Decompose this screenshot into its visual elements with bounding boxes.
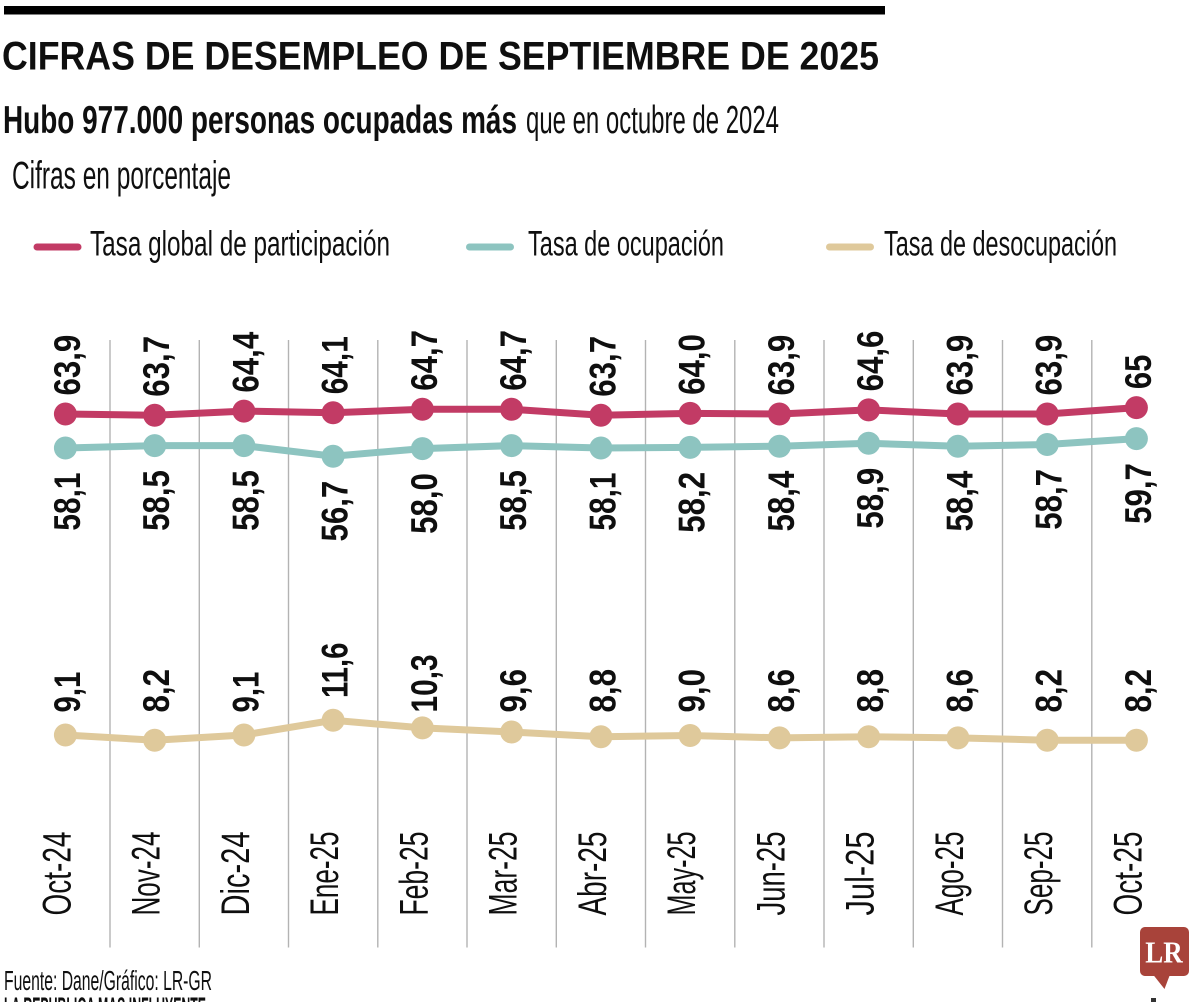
svg-text:58,0: 58,0 — [404, 473, 445, 534]
svg-text:Hubo 977.000 personas ocupadas: Hubo 977.000 personas ocupadas más — [3, 99, 517, 142]
svg-text:64,7: 64,7 — [404, 330, 445, 391]
svg-text:Abr-25: Abr-25 — [571, 832, 615, 916]
svg-text:63,7: 63,7 — [136, 336, 177, 397]
svg-text:64,0: 64,0 — [672, 334, 713, 395]
svg-text:Oct-24: Oct-24 — [35, 832, 79, 916]
svg-text:59,7: 59,7 — [1118, 463, 1159, 524]
svg-text:63,9: 63,9 — [47, 335, 88, 396]
svg-text:CIFRAS DE DESEMPLEO DE SEPTIEM: CIFRAS DE DESEMPLEO DE SEPTIEMBRE DE 202… — [2, 35, 879, 79]
svg-text:Mar-25: Mar-25 — [482, 832, 526, 916]
svg-text:Cifras en porcentaje: Cifras en porcentaje — [12, 155, 231, 198]
svg-text:9,1: 9,1 — [225, 672, 266, 713]
svg-text:58,9: 58,9 — [850, 468, 891, 529]
svg-text:58,5: 58,5 — [136, 470, 177, 531]
svg-text:May-25: May-25 — [660, 832, 704, 916]
svg-text:58,5: 58,5 — [493, 470, 534, 531]
svg-text:Dic-24: Dic-24 — [214, 832, 258, 916]
svg-text:LR: LR — [1145, 935, 1183, 970]
svg-text:9,1: 9,1 — [47, 672, 88, 713]
svg-text:64,4: 64,4 — [225, 331, 266, 392]
svg-text:58,1: 58,1 — [47, 473, 88, 531]
svg-text:9,6: 9,6 — [493, 669, 534, 713]
svg-text:Feb-25: Feb-25 — [392, 832, 436, 916]
svg-text:8,8: 8,8 — [582, 669, 623, 713]
svg-text:9,0: 9,0 — [672, 669, 713, 713]
svg-text:8,6: 8,6 — [939, 669, 980, 713]
svg-text:Ene-25: Ene-25 — [303, 832, 347, 916]
svg-text:LA REPUBLICA MAS INFLUYENTE: LA REPUBLICA MAS INFLUYENTE — [4, 992, 206, 1002]
svg-text:Fuente: Dane/Gráfico: LR-GR: Fuente: Dane/Gráfico: LR-GR — [4, 965, 212, 996]
svg-text:64,1: 64,1 — [315, 336, 356, 394]
svg-text:Ago-25: Ago-25 — [928, 832, 972, 916]
svg-text:64,6: 64,6 — [850, 331, 891, 392]
svg-text:11,6: 11,6 — [315, 643, 356, 698]
svg-text:10,3: 10,3 — [404, 654, 445, 712]
svg-text:que en octubre de 2024: que en octubre de 2024 — [526, 99, 779, 142]
svg-text:Jun-25: Jun-25 — [749, 832, 793, 916]
svg-text:8,2: 8,2 — [1029, 669, 1070, 713]
svg-text:Tasa de ocupación: Tasa de ocupación — [528, 225, 724, 264]
svg-text:Oct-25: Oct-25 — [1106, 832, 1150, 916]
svg-text:Sep-25: Sep-25 — [1017, 832, 1061, 916]
svg-text:64,7: 64,7 — [493, 330, 534, 391]
svg-text:65: 65 — [1118, 355, 1159, 389]
svg-text:56,7: 56,7 — [315, 481, 356, 542]
svg-text:63,9: 63,9 — [1029, 335, 1070, 396]
svg-text:63,9: 63,9 — [761, 335, 802, 396]
svg-text:8,2: 8,2 — [1118, 669, 1159, 713]
svg-text:Tasa de desocupación: Tasa de desocupación — [884, 225, 1117, 264]
svg-text:63,7: 63,7 — [582, 336, 623, 397]
svg-text:58,7: 58,7 — [1029, 469, 1070, 530]
svg-text:Nov-24: Nov-24 — [125, 832, 169, 916]
svg-text:58,2: 58,2 — [672, 472, 713, 533]
svg-text:63,9: 63,9 — [939, 335, 980, 396]
svg-text:Tasa global de participación: Tasa global de participación — [90, 225, 390, 264]
svg-text:58,5: 58,5 — [225, 470, 266, 531]
svg-text:58,4: 58,4 — [761, 470, 802, 531]
svg-text:8,8: 8,8 — [850, 669, 891, 713]
svg-text:58,1: 58,1 — [582, 473, 623, 531]
svg-text:8,6: 8,6 — [761, 669, 802, 713]
svg-text:58,4: 58,4 — [939, 470, 980, 531]
svg-text:Jul-25: Jul-25 — [839, 832, 883, 916]
svg-text:8,2: 8,2 — [136, 669, 177, 713]
